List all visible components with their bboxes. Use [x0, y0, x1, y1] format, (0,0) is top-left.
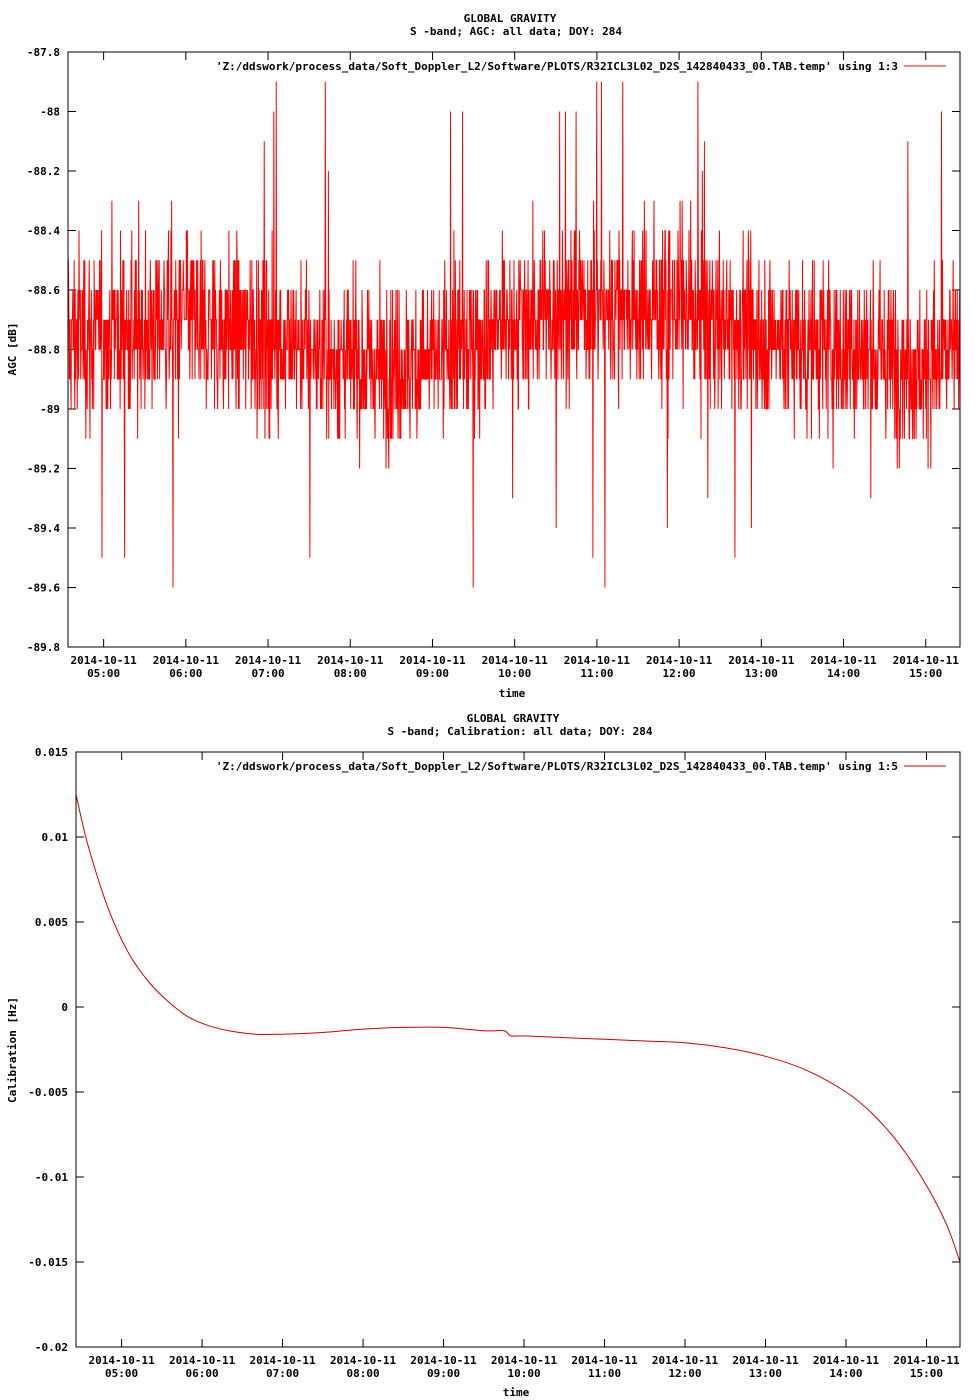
agc-y-tick-label: -88.6 — [27, 284, 60, 297]
agc-x-tick-date: 2014-10-11 — [399, 654, 466, 667]
agc-y-tick-label: -89.4 — [27, 522, 60, 535]
agc-x-tick-time: 14:00 — [827, 667, 860, 680]
calibration-x-tick-time: 08:00 — [347, 1367, 380, 1380]
agc-x-tick-time: 15:00 — [909, 667, 942, 680]
calibration-x-tick-date: 2014-10-11 — [330, 1354, 397, 1367]
calibration-x-tick-date: 2014-10-11 — [652, 1354, 719, 1367]
agc-x-tick-date: 2014-10-11 — [564, 654, 631, 667]
calibration-y-tick-label: -0.015 — [28, 1256, 68, 1269]
calibration-x-tick-time: 05:00 — [105, 1367, 138, 1380]
agc-legend-label: 'Z:/ddswork/process_data/Soft_Doppler_L2… — [216, 60, 898, 73]
calibration-x-tick-time: 12:00 — [668, 1367, 701, 1380]
agc-plot-frame — [67, 51, 961, 648]
agc-y-tick-label: -89.8 — [27, 641, 60, 654]
agc-y-tick-label: -87.8 — [27, 46, 60, 59]
agc-x-tick-date: 2014-10-11 — [810, 654, 877, 667]
agc-y-tick-label: -88.8 — [27, 344, 60, 357]
agc-y-tick-label: -89.2 — [27, 463, 60, 476]
agc-x-tick-date: 2014-10-11 — [728, 654, 795, 667]
calibration-y-tick-label: 0.005 — [35, 916, 68, 929]
calibration-chart-subtitle: S -band; Calibration: all data; DOY: 284 — [388, 725, 653, 738]
agc-x-tick-date: 2014-10-11 — [235, 654, 302, 667]
calibration-y-tick-label: 0 — [61, 1001, 68, 1014]
agc-x-tick-time: 09:00 — [416, 667, 449, 680]
calibration-series-line — [75, 794, 961, 1263]
calibration-y-tick-label: -0.02 — [35, 1341, 68, 1354]
agc-axis-ticks: -87.8 -88 -88.2 -88.4 -88.6 -88.8 -89 -89.2 -89.… — [27, 46, 960, 680]
calibration-x-tick-date: 2014-10-11 — [893, 1354, 960, 1367]
calibration-x-tick-time: 14:00 — [829, 1367, 862, 1380]
agc-x-tick-date: 2014-10-11 — [317, 654, 384, 667]
calibration-x-tick-time: 09:00 — [427, 1367, 460, 1380]
calibration-legend-label: 'Z:/ddswork/process_data/Soft_Doppler_L2… — [216, 760, 898, 773]
agc-series-line — [67, 81, 961, 588]
agc-y-tick-label: -89 — [40, 403, 60, 416]
calibration-x-tick-date: 2014-10-11 — [88, 1354, 155, 1367]
calibration-x-tick-time: 10:00 — [507, 1367, 540, 1380]
agc-chart: GLOBAL GRAVITY S -band; AGC: all data; D… — [6, 12, 961, 700]
agc-y-tick-label: -88.2 — [27, 165, 60, 178]
agc-x-tick-time: 13:00 — [745, 667, 778, 680]
calibration-x-axis-label: time — [503, 1386, 530, 1399]
agc-x-tick-time: 05:00 — [87, 667, 120, 680]
agc-x-tick-time: 06:00 — [169, 667, 202, 680]
calibration-x-tick-time: 13:00 — [749, 1367, 782, 1380]
calibration-plot-frame — [75, 751, 961, 1348]
agc-x-tick-date: 2014-10-11 — [71, 654, 138, 667]
agc-x-tick-time: 11:00 — [580, 667, 613, 680]
agc-x-tick-time: 07:00 — [251, 667, 284, 680]
agc-y-axis-label: AGC [dB] — [6, 323, 19, 376]
calibration-chart: GLOBAL GRAVITY S -band; Calibration: all… — [6, 712, 961, 1399]
calibration-x-tick-date: 2014-10-11 — [491, 1354, 558, 1367]
calibration-y-tick-label: 0.015 — [35, 746, 68, 759]
calibration-y-axis-label: Calibration [Hz] — [6, 997, 19, 1103]
agc-x-tick-time: 08:00 — [334, 667, 367, 680]
calibration-y-tick-label: 0.01 — [42, 831, 69, 844]
agc-chart-subtitle: S -band; AGC: all data; DOY: 284 — [410, 25, 622, 38]
agc-y-tick-label: -88.4 — [27, 225, 60, 238]
calibration-y-tick-label: -0.01 — [35, 1171, 68, 1184]
agc-x-tick-date: 2014-10-11 — [893, 654, 960, 667]
calibration-y-tick-label: -0.005 — [28, 1086, 68, 1099]
calibration-x-tick-date: 2014-10-11 — [571, 1354, 638, 1367]
calibration-x-tick-time: 06:00 — [186, 1367, 219, 1380]
agc-x-tick-date: 2014-10-11 — [153, 654, 220, 667]
agc-x-tick-date: 2014-10-11 — [482, 654, 549, 667]
calibration-axis-ticks: 0.015 0.01 0.005 0 -0.005 -0.01 -0.015 -0.02 201… — [28, 746, 960, 1380]
agc-y-tick-label: -88 — [40, 106, 60, 119]
agc-y-tick-label: -89.6 — [27, 582, 60, 595]
agc-x-tick-time: 12:00 — [663, 667, 696, 680]
calibration-x-tick-date: 2014-10-11 — [249, 1354, 316, 1367]
calibration-x-tick-date: 2014-10-11 — [410, 1354, 477, 1367]
agc-x-axis-label: time — [499, 687, 526, 700]
calibration-x-tick-time: 11:00 — [588, 1367, 621, 1380]
calibration-x-tick-date: 2014-10-11 — [813, 1354, 880, 1367]
calibration-x-tick-time: 15:00 — [910, 1367, 943, 1380]
calibration-x-tick-date: 2014-10-11 — [169, 1354, 236, 1367]
agc-chart-title: GLOBAL GRAVITY — [464, 12, 557, 25]
agc-x-tick-time: 10:00 — [498, 667, 531, 680]
calibration-x-tick-time: 07:00 — [266, 1367, 299, 1380]
agc-x-tick-date: 2014-10-11 — [646, 654, 713, 667]
calibration-chart-title: GLOBAL GRAVITY — [467, 712, 560, 725]
calibration-x-tick-date: 2014-10-11 — [732, 1354, 799, 1367]
